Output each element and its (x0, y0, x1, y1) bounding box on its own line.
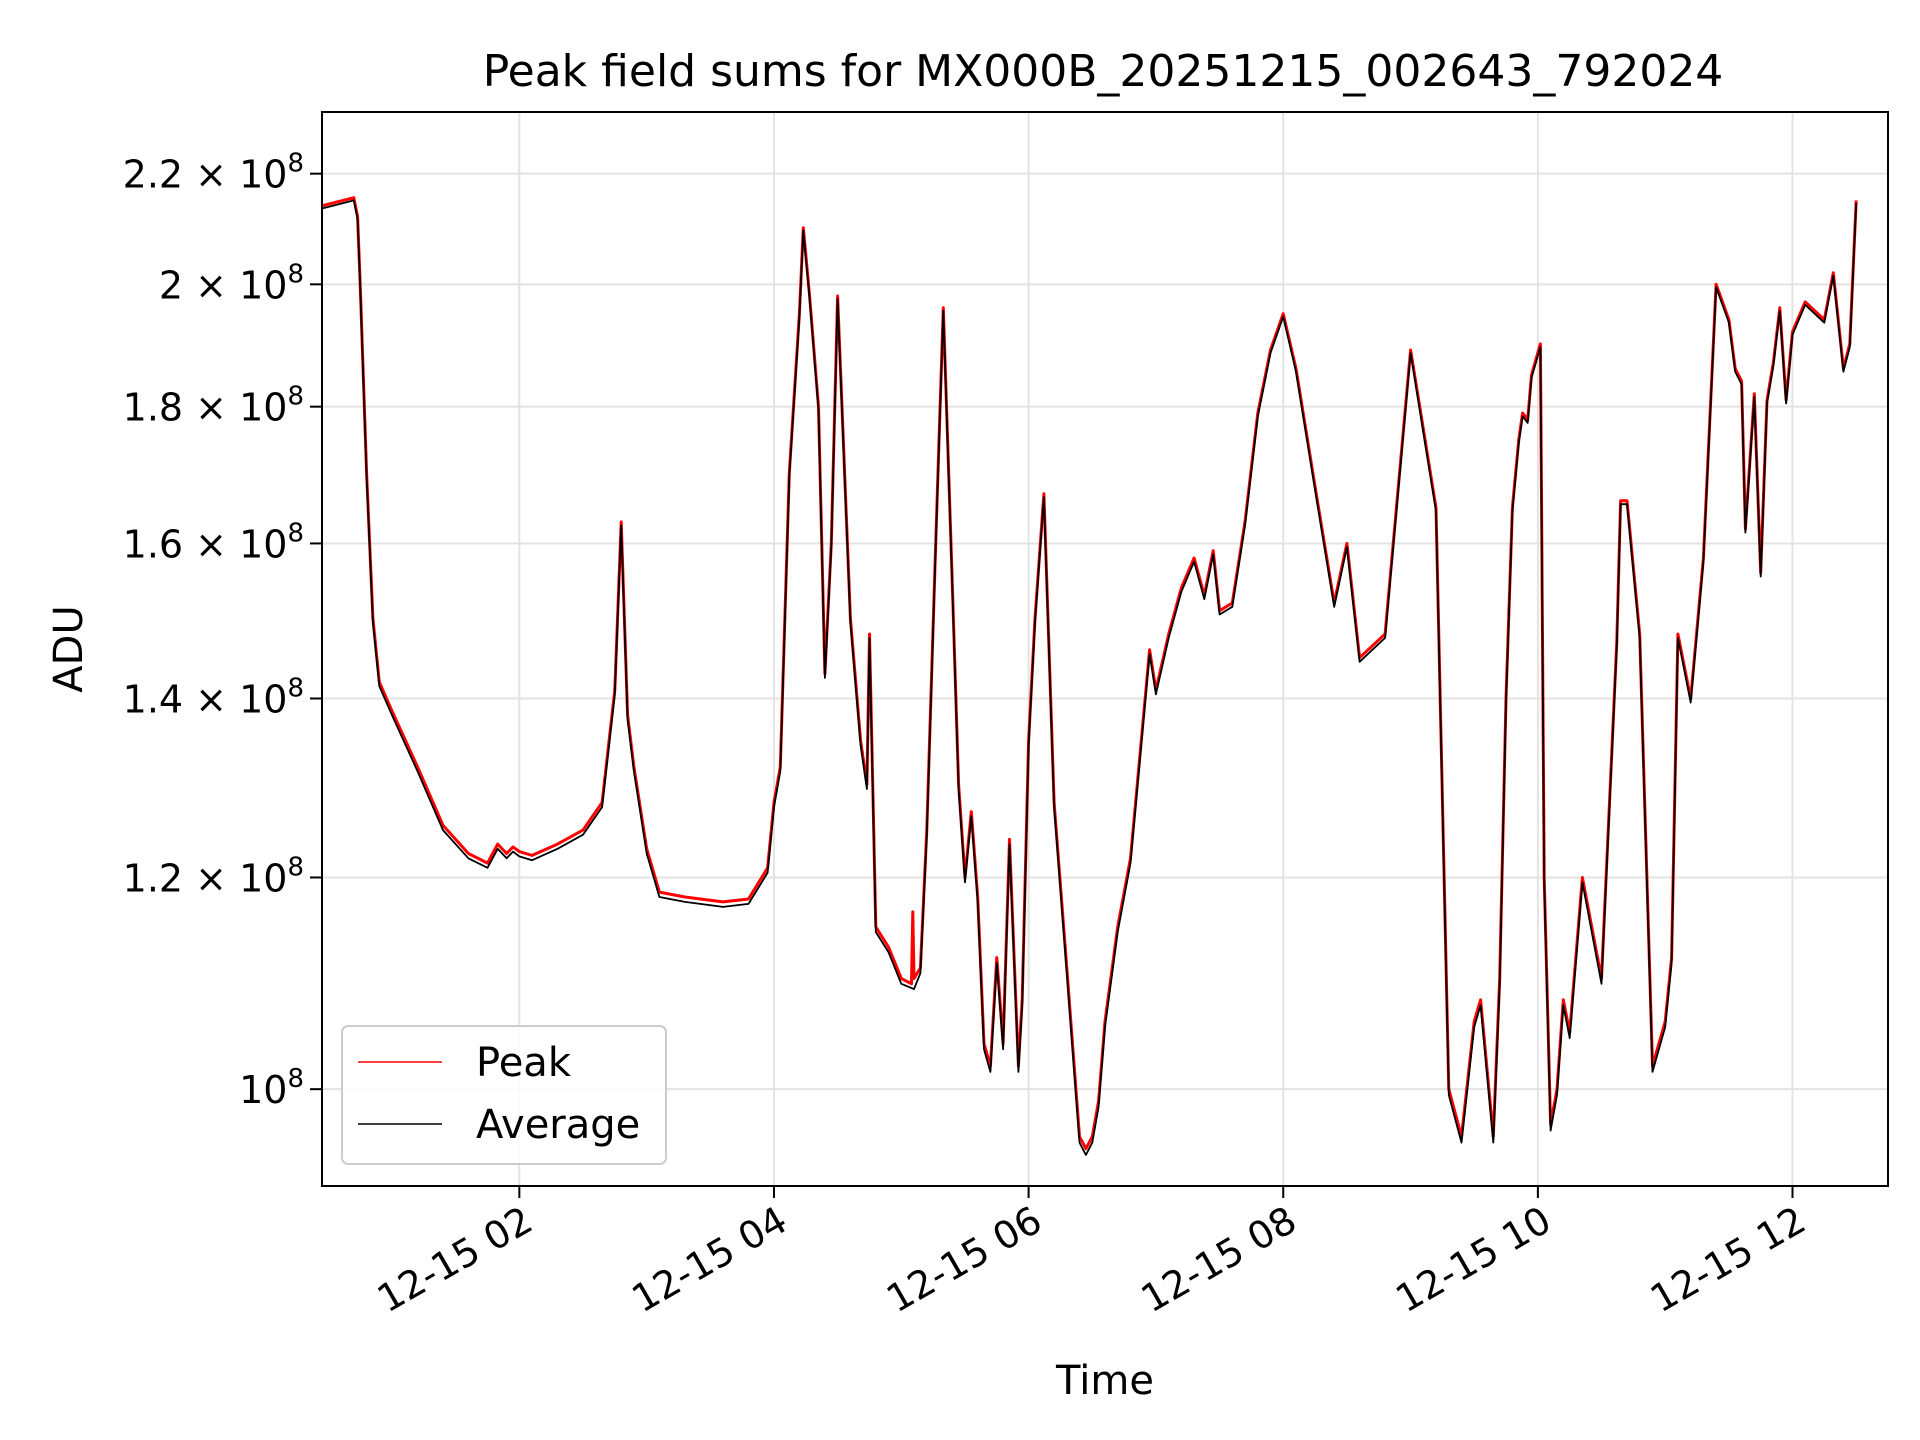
y-axis: 108 1.2 × 108 1.4 × 108 1.6 × 108 1.8 × 108 2… (123, 149, 322, 1112)
legend-peak-label: Peak (476, 1040, 572, 1086)
plot-area (322, 196, 1858, 1156)
legend-average-label: Average (476, 1102, 640, 1148)
x-tick-label: 12-15 04 (625, 1198, 795, 1322)
legend-frame (341, 1025, 667, 1165)
y-tick-label: 2 × 108 (159, 259, 304, 307)
legend: Peak Average (341, 1025, 667, 1165)
series-line-average (322, 199, 1858, 1156)
grid (322, 112, 1888, 1186)
axes-frame (321, 111, 1889, 1187)
chart-title: Peak field sums for MX000B_20251215_0026… (483, 46, 1724, 97)
x-tick-label: 12-15 08 (1134, 1198, 1304, 1322)
x-tick-label: 12-15 02 (370, 1198, 540, 1322)
x-tick-label: 12-15 12 (1643, 1198, 1813, 1322)
x-axis: 12-15 02 12-15 04 12-15 06 12-15 08 12-15 10… (370, 1186, 1813, 1321)
y-tick-label: 1.2 × 108 (123, 852, 304, 900)
y-tick-label: 2.2 × 108 (123, 149, 304, 197)
x-tick-label: 12-15 06 (879, 1198, 1049, 1322)
y-axis-label: ADU (46, 605, 92, 692)
x-axis-label: Time (1055, 1358, 1154, 1404)
y-tick-label: 1.6 × 108 (123, 518, 304, 566)
y-tick-label: 1.8 × 108 (123, 382, 304, 430)
x-tick-label: 12-15 10 (1388, 1198, 1558, 1322)
series-line-peak (322, 196, 1858, 1151)
y-tick-label: 108 (239, 1064, 304, 1112)
y-tick-label: 1.4 × 108 (123, 673, 304, 721)
